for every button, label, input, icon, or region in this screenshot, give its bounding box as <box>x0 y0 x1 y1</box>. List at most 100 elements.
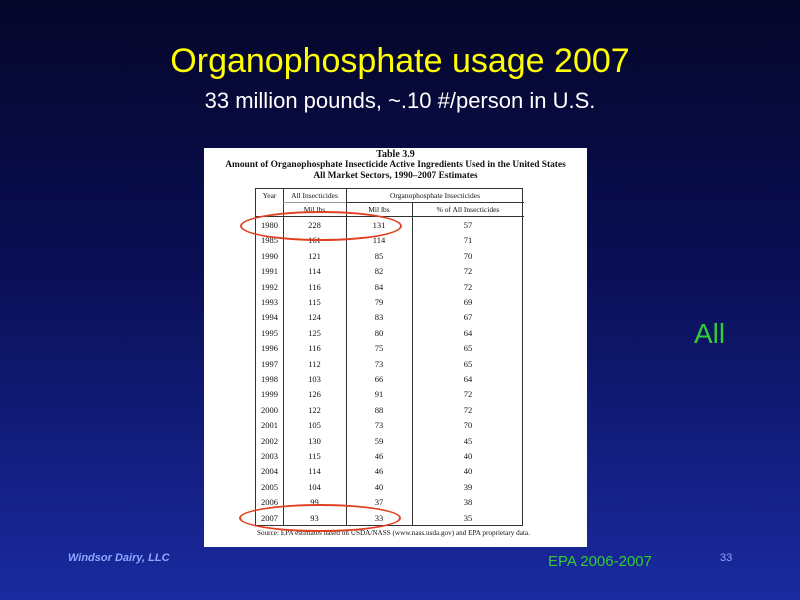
table-row: 1990 121 85 70 <box>256 249 524 264</box>
pct-cell: 65 <box>463 358 473 369</box>
all-insecticides-cell: 116 <box>308 281 321 292</box>
table-label: Table 3.9 <box>376 149 415 160</box>
pct-cell: 70 <box>463 250 473 261</box>
year-cell: 2003 <box>261 451 278 461</box>
column-divider <box>346 189 347 525</box>
table-row: 2000 122 88 72 <box>256 403 524 418</box>
op-insecticides-cell: 37 <box>374 497 384 508</box>
pct-cell: 64 <box>463 374 473 384</box>
all-insecticides-cell: 114 <box>308 466 321 477</box>
table-caption: Amount of Organophosphate Insecticide Ac… <box>225 160 566 170</box>
pct-cell: 45 <box>463 435 473 446</box>
op-insecticides-cell: 80 <box>374 327 384 338</box>
op-insecticides-cell: 79 <box>374 297 384 307</box>
year-cell: 1999 <box>261 389 278 400</box>
op-insecticides-cell: 83 <box>374 312 384 323</box>
op-insecticides-cell: 73 <box>374 420 384 431</box>
all-insecticides-cell: 121 <box>308 250 321 261</box>
year-cell: 2005 <box>261 481 278 492</box>
pct-cell: 69 <box>463 297 473 307</box>
op-insecticides-cell: 46 <box>374 451 384 461</box>
op-insecticides-cell: 73 <box>374 358 384 369</box>
table-row: 1992 116 84 72 <box>256 280 524 295</box>
table-image: Table 3.9 Amount of Organophosphate Inse… <box>204 148 587 547</box>
year-cell: 1997 <box>261 358 278 369</box>
pct-cell: 40 <box>463 451 473 461</box>
table-row: 1994 124 83 67 <box>256 310 524 325</box>
year-cell: 1992 <box>261 281 278 292</box>
year-cell: 1998 <box>261 374 278 384</box>
year-cell: 1991 <box>261 266 278 277</box>
pct-cell: 38 <box>463 497 473 508</box>
side-label: All <box>694 318 726 349</box>
footer-source: EPA 2006-2007 <box>548 553 652 570</box>
header-all-insecticides: All Insecticides <box>291 191 338 200</box>
year-cell: 1995 <box>261 327 278 338</box>
pct-cell: 70 <box>463 420 473 431</box>
all-insecticides-cell: 105 <box>308 420 321 431</box>
footer-company: Windsor Dairy, LLC <box>68 552 170 564</box>
pct-cell: 67 <box>463 312 473 323</box>
year-cell: 2001 <box>261 420 278 431</box>
op-insecticides-cell: 91 <box>374 389 384 400</box>
op-insecticides-cell: 84 <box>374 281 384 292</box>
table-row: 1995 125 80 64 <box>256 326 524 341</box>
op-insecticides-cell: 59 <box>374 435 384 446</box>
op-insecticides-cell: 114 <box>372 235 386 246</box>
pct-cell: 72 <box>463 266 473 277</box>
all-insecticides-cell: 116 <box>308 343 321 354</box>
year-cell: 2000 <box>261 404 278 415</box>
all-insecticides-cell: 103 <box>308 374 321 384</box>
all-insecticides-cell: 99 <box>310 497 319 508</box>
table-row: 1991 114 82 72 <box>256 264 524 279</box>
pct-cell: 39 <box>463 481 473 492</box>
year-cell: 1993 <box>261 297 278 307</box>
table-row: 2005 104 40 39 <box>256 480 524 495</box>
pct-cell: 72 <box>463 404 473 415</box>
op-insecticides-cell: 85 <box>374 250 384 261</box>
table-row: 2006 99 37 38 <box>256 495 524 510</box>
op-insecticides-cell: 46 <box>374 466 384 477</box>
slide-number: 33 <box>720 552 733 564</box>
all-insecticides-cell: 125 <box>308 327 321 338</box>
all-insecticides-cell: 122 <box>308 404 321 415</box>
pct-cell: 57 <box>463 220 473 230</box>
pct-cell: 65 <box>463 343 473 354</box>
pct-cell: 40 <box>463 466 473 477</box>
all-insecticides-cell: 124 <box>308 312 321 323</box>
data-table: Year All Insecticides Organophosphate In… <box>255 188 524 526</box>
table-row: 1999 126 91 72 <box>256 387 524 402</box>
table-row: 2002 130 59 45 <box>256 434 524 449</box>
all-insecticides-cell: 126 <box>308 389 321 400</box>
table-row: 2001 105 73 70 <box>256 418 524 433</box>
table-row: 1997 112 73 65 <box>256 357 524 372</box>
pct-cell: 72 <box>463 389 473 400</box>
pct-cell: 35 <box>463 512 473 523</box>
highlight-oval-2007 <box>239 504 401 532</box>
op-insecticides-cell: 88 <box>374 404 384 415</box>
table-row: 1998 103 66 64 <box>256 372 524 387</box>
header-pct: % of All Insecticides <box>436 205 500 214</box>
year-cell: 1985 <box>261 235 278 246</box>
header-divider <box>256 216 524 217</box>
all-insecticides-cell: 115 <box>308 451 321 461</box>
header-unit-all: Mil lbs <box>303 205 326 214</box>
header-op-insecticides: Organophosphate Insecticides <box>389 191 481 200</box>
year-cell: 2006 <box>261 497 278 508</box>
header-unit-op: Mil lbs <box>368 205 390 214</box>
header-year: Year <box>262 191 277 200</box>
header-divider <box>346 202 524 203</box>
all-insecticides-cell: 130 <box>308 435 321 446</box>
all-insecticides-cell: 104 <box>308 481 321 492</box>
highlight-oval-1980 <box>240 211 402 241</box>
year-cell: 1994 <box>261 312 278 323</box>
column-divider <box>283 189 284 525</box>
op-insecticides-cell: 66 <box>374 374 384 384</box>
year-cell: 1996 <box>261 343 278 354</box>
year-cell: 1990 <box>261 250 278 261</box>
pct-cell: 71 <box>463 235 473 246</box>
header-divider <box>283 202 346 203</box>
year-cell: 2002 <box>261 435 278 446</box>
pct-cell: 64 <box>463 327 473 338</box>
table-row: 2004 114 46 40 <box>256 464 524 479</box>
